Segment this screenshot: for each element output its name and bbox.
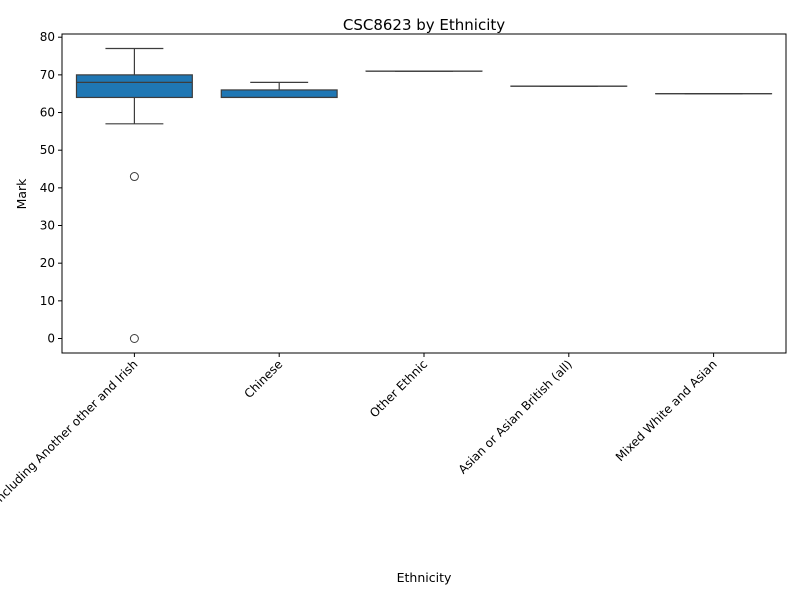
x-axis-label: Ethnicity: [397, 570, 452, 585]
y-tick-label: 40: [40, 181, 55, 195]
box-iqr: [75, 74, 193, 99]
y-tick-label: 30: [40, 219, 55, 233]
outlier-point: [129, 172, 139, 182]
outlier-point: [129, 334, 139, 343]
plot-area: [75, 47, 773, 343]
box-iqr: [220, 89, 338, 99]
y-tick-label: 20: [40, 256, 55, 270]
y-tick-label: 70: [40, 68, 55, 82]
y-axis-label: Mark: [14, 178, 29, 210]
y-tick-label: 60: [40, 106, 55, 120]
y-tick-label: 10: [40, 294, 55, 308]
y-tick-label: 80: [40, 30, 55, 44]
box-group: [75, 47, 193, 343]
y-tick-label: 0: [47, 332, 55, 346]
y-axis: 0 10 20 30 40 50 60 70 80: [40, 30, 62, 346]
y-tick-label: 50: [40, 143, 55, 157]
chart-title: CSC8623 by Ethnicity: [343, 16, 505, 34]
box-group: [220, 81, 338, 99]
